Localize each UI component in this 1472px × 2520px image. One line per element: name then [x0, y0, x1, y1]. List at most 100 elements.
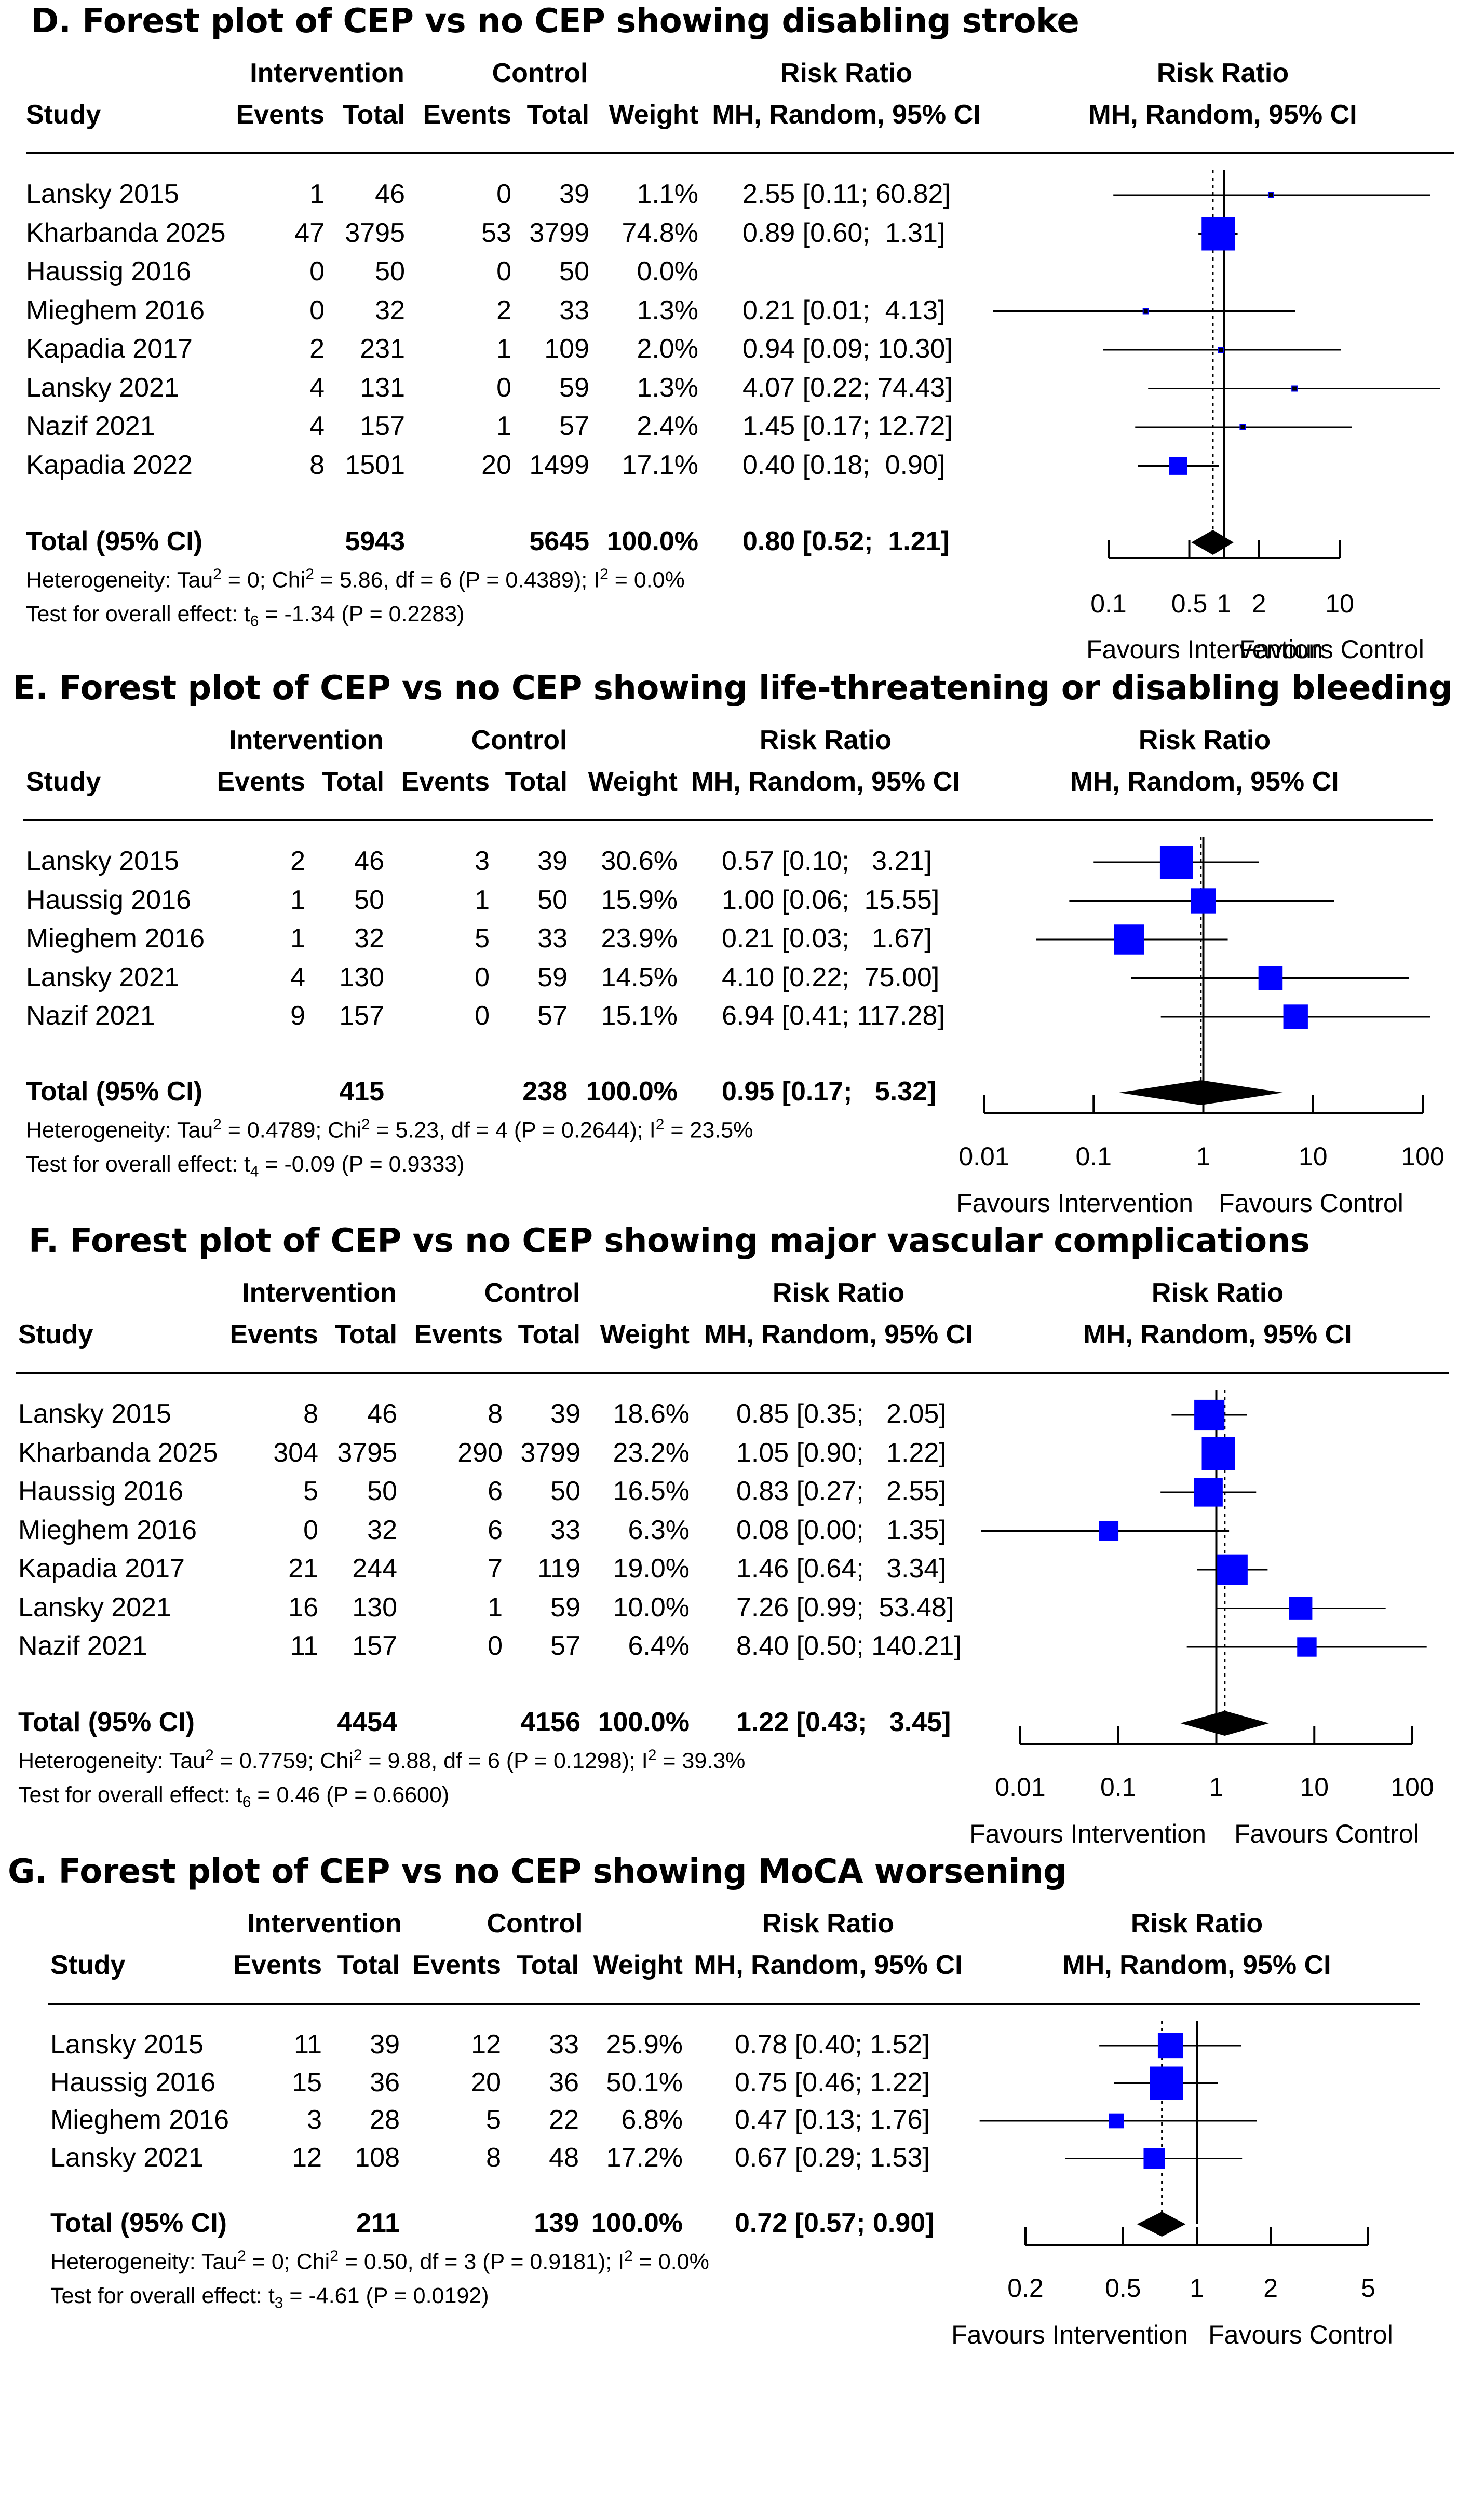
header-total-intervention: Total [342, 100, 405, 130]
effect-box [1159, 846, 1193, 879]
events-control: 8 [486, 2142, 501, 2173]
weight: 0.0% [637, 256, 698, 287]
total-intervention: 46 [354, 846, 384, 876]
total-control: 39 [559, 179, 589, 209]
panel-title: D. Forest plot of CEP vs no CEP showing … [31, 2, 1079, 40]
superscript: 2 [624, 2247, 633, 2265]
x-tick-label: 0.1 [1090, 589, 1127, 618]
total-control: 39 [550, 1399, 580, 1429]
weight: 10.0% [613, 1592, 690, 1623]
total-control-sum: 238 [522, 1077, 568, 1107]
weight: 14.5% [601, 962, 678, 992]
forest-plot-area: 0.01 0.1 1 10 100 Favours Intervention Favours… [969, 1390, 1434, 1848]
study-name: Kharbanda 2025 [18, 1437, 218, 1468]
weight: 6.3% [628, 1515, 690, 1545]
effect-box [1109, 2113, 1124, 2129]
events-control: 1 [496, 411, 511, 441]
study-name: Lansky 2015 [26, 179, 179, 209]
total-control: 109 [544, 334, 589, 364]
header-events-control: Events [423, 100, 511, 130]
header-risk-ratio-plot: Risk Ratio [1151, 1278, 1284, 1308]
risk-ratio-ci: 7.26 [0.99; 53.48] [736, 1592, 954, 1623]
risk-ratio-ci: 0.67 [0.29; 1.53] [735, 2142, 930, 2173]
events-intervention: 11 [290, 1631, 318, 1661]
header-risk-ratio: Risk Ratio [780, 58, 913, 88]
header-study: Study [26, 100, 101, 130]
events-intervention: 21 [288, 1554, 318, 1584]
weight: 1.3% [637, 295, 698, 325]
x-tick-label: 100 [1401, 1142, 1444, 1171]
weight: 74.8% [622, 217, 698, 248]
weight: 23.9% [601, 923, 678, 953]
risk-ratio-ci: 1.00 [0.06; 15.55] [722, 884, 940, 915]
header-risk-ratio: Risk Ratio [759, 725, 892, 755]
x-tick-label: 1 [1209, 1773, 1224, 1802]
x-tick-label: 100 [1390, 1773, 1434, 1802]
total-risk-ratio-ci: 0.95 [0.17; 5.32] [722, 1077, 937, 1107]
events-control: 0 [496, 179, 511, 209]
events-intervention: 12 [292, 2142, 322, 2173]
x-tick-label: 0.1 [1075, 1142, 1112, 1171]
weight: 25.9% [606, 2029, 683, 2060]
superscript: 2 [361, 1116, 370, 1133]
header-method-plot: MH, Random, 95% CI [1083, 1319, 1352, 1350]
header-events-intervention: Events [233, 1950, 322, 1980]
header-weight: Weight [600, 1319, 690, 1350]
total-risk-ratio-ci: 1.22 [0.43; 3.45] [736, 1707, 951, 1737]
x-tick-label: 0.2 [1007, 2273, 1044, 2303]
header-method-plot: MH, Random, 95% CI [1088, 100, 1357, 130]
events-intervention: 4 [309, 411, 325, 441]
header-method: MH, Random, 95% CI [694, 1950, 963, 1980]
effect-point [1267, 192, 1274, 198]
pooled-diamond [1180, 1711, 1270, 1736]
events-control: 7 [488, 1554, 503, 1584]
effect-box [1169, 457, 1187, 475]
events-control: 5 [475, 923, 490, 953]
effect-box [1258, 966, 1283, 990]
risk-ratio-ci: 0.57 [0.10; 3.21] [722, 846, 932, 876]
header-total-intervention: Total [321, 767, 384, 797]
effect-box [1157, 2033, 1183, 2059]
total-control: 57 [559, 411, 589, 441]
events-intervention: 47 [294, 217, 325, 248]
risk-ratio-ci: 0.78 [0.40; 1.52] [735, 2029, 930, 2060]
superscript: 2 [213, 1116, 222, 1133]
favours-intervention-label: Favours Intervention [969, 1819, 1206, 1848]
risk-ratio-ci: 6.94 [0.41; 117.28] [722, 1001, 945, 1031]
effect-box [1217, 1554, 1248, 1585]
events-control: 0 [496, 372, 511, 403]
events-control: 5 [486, 2105, 501, 2135]
header-risk-ratio: Risk Ratio [762, 1909, 895, 1939]
study-name: Haussig 2016 [50, 2067, 215, 2097]
events-control: 290 [457, 1437, 503, 1468]
study-name: Haussig 2016 [18, 1476, 183, 1506]
events-intervention: 1 [290, 923, 305, 953]
header-total-control: Total [526, 100, 589, 130]
subscript: 6 [242, 1793, 251, 1811]
heterogeneity-text: Heterogeneity: Tau2 = 0; Chi2 = 5.86, df… [26, 566, 685, 593]
x-tick-label: 1 [1196, 1142, 1211, 1171]
pooled-diamond [1137, 2212, 1186, 2237]
header-events-control: Events [401, 767, 490, 797]
header-total-control: Total [505, 767, 568, 797]
effect-box [1099, 1521, 1119, 1541]
superscript: 2 [353, 1747, 362, 1764]
forest-panel-g: G. Forest plot of CEP vs no CEP showing … [0, 1850, 1472, 2520]
header-intervention: Intervention [250, 58, 404, 88]
favours-control-label: Favours Control [1234, 1819, 1419, 1848]
risk-ratio-ci: 1.05 [0.90; 1.22] [736, 1437, 947, 1468]
x-tick-label: 0.1 [1100, 1773, 1137, 1802]
total-weight: 100.0% [591, 2208, 683, 2238]
total-intervention-sum: 211 [356, 2208, 400, 2238]
total-intervention: 36 [370, 2067, 400, 2097]
total-control: 3799 [520, 1437, 580, 1468]
study-name: Mieghem 2016 [18, 1515, 197, 1545]
study-name: Kapadia 2022 [26, 449, 193, 480]
total-intervention: 32 [375, 295, 405, 325]
total-intervention: 46 [375, 179, 405, 209]
study-name: Haussig 2016 [26, 256, 191, 287]
subscript: 6 [250, 612, 259, 630]
study-name: Lansky 2021 [26, 372, 179, 403]
effect-point [1239, 424, 1246, 430]
superscript: 2 [655, 1116, 665, 1133]
